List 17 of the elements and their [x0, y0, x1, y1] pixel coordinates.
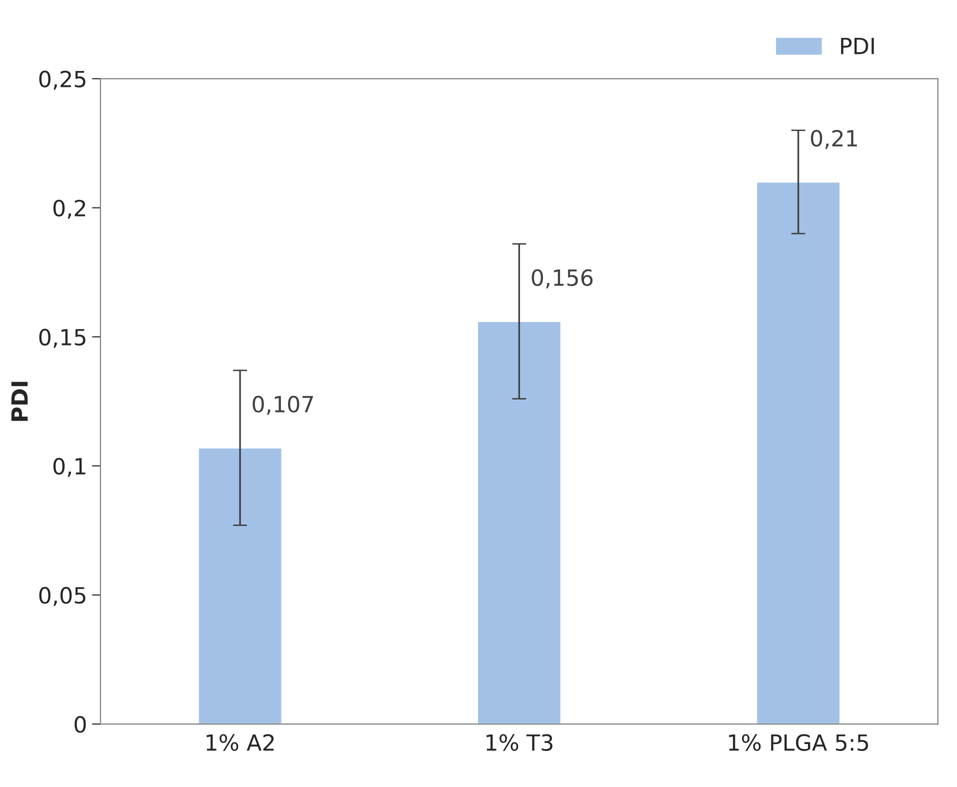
y-tick-label: 0,15	[39, 328, 86, 348]
y-tick-label: 0,1	[53, 458, 86, 477]
y-tick-label: 0,05	[39, 586, 86, 606]
data-label: 0,156	[532, 269, 593, 288]
bar	[756, 181, 841, 724]
data-label: 0,21	[810, 130, 857, 149]
y-tick-label: 0,2	[53, 200, 86, 219]
x-tick-label: 1% A2	[206, 734, 274, 751]
x-tick-label: 1% T3	[486, 734, 552, 751]
bar	[476, 320, 562, 724]
legend-label: PDI	[841, 38, 874, 54]
bar	[197, 447, 283, 724]
x-tick-label: 1% PLGA 5:5	[729, 734, 868, 751]
data-label: 0,107	[252, 396, 313, 415]
y-tick-label: 0	[74, 716, 86, 733]
y-axis-title: PDI	[11, 382, 28, 421]
y-tick-label: 0,25	[39, 70, 86, 90]
